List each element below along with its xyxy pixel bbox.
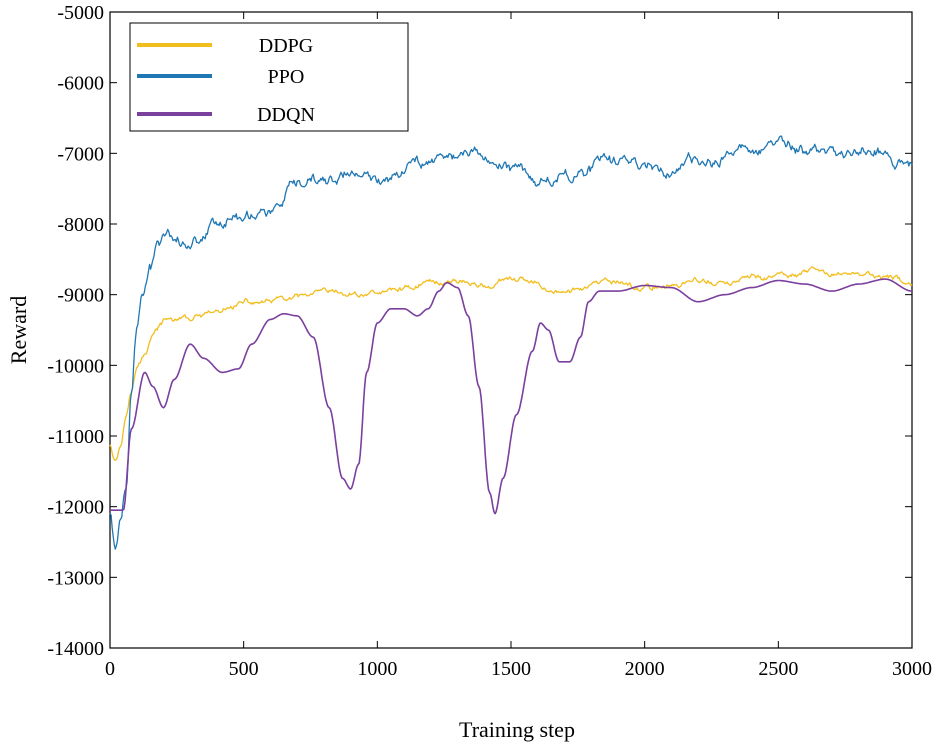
x-tick-label: 1500 [491, 658, 531, 680]
series-line-ppo [109, 135, 913, 550]
series-layer [109, 135, 913, 550]
y-tick-label: -13000 [47, 567, 104, 589]
y-tick-label: -7000 [57, 143, 104, 165]
series-line-ddpg [109, 266, 913, 461]
legend-label-ppo: PPO [268, 66, 305, 88]
tick-layer: 0 500 1000 1500 2000 2500 3000 -14000 -13000 -120… [47, 2, 932, 680]
y-tick-label: -8000 [57, 214, 104, 236]
series-line-ddqn [110, 278, 912, 515]
y-tick-label: -6000 [57, 73, 104, 95]
y-tick-label: -5000 [57, 2, 104, 24]
x-tick-label: 0 [105, 658, 115, 680]
y-tick-label: -12000 [47, 497, 104, 519]
y-tick-label: -10000 [47, 355, 104, 377]
x-tick-label: 1000 [357, 658, 397, 680]
legend: DDPG PPO DDQN [129, 22, 409, 132]
x-tick-label: 3000 [892, 658, 932, 680]
legend-label-ddpg: DDPG [259, 35, 313, 57]
x-tick-label: 2500 [758, 658, 798, 680]
y-axis-label: Reward [6, 296, 31, 364]
x-tick-label: 500 [229, 658, 259, 680]
x-axis-label: Training step [459, 717, 575, 742]
x-tick-label: 2000 [625, 658, 665, 680]
y-tick-label: -11000 [48, 426, 104, 448]
y-tick-label: -14000 [47, 638, 104, 660]
y-tick-label: -9000 [57, 285, 104, 307]
legend-label-ddqn: DDQN [257, 104, 315, 126]
